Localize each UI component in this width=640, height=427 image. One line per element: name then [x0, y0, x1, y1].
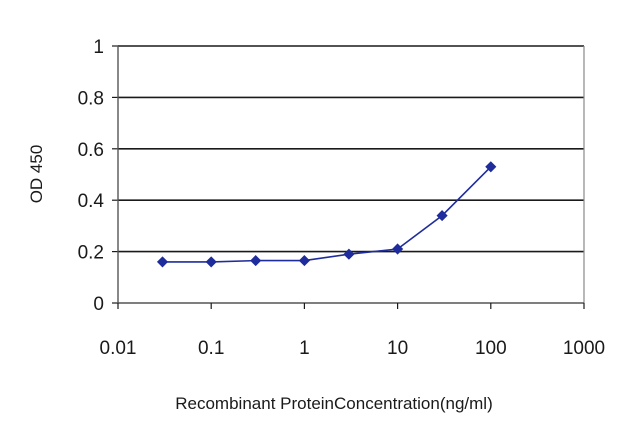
data-point-0-3: [298, 255, 310, 267]
x-tick-label-3: 10: [387, 338, 408, 359]
y-axis-label: OD 450: [27, 145, 46, 204]
data-point-0-1: [205, 256, 217, 268]
y-tick-label-0: 0: [93, 294, 104, 315]
y-tick-label-2: 0.4: [78, 191, 105, 212]
data-point-0-0: [156, 256, 169, 268]
data-point-0-2: [250, 255, 262, 267]
y-axis-tick-labels: 0 0.2 0.4 0.6 0.8 1: [78, 37, 105, 315]
y-tick-label-5: 1: [93, 37, 104, 58]
data-point-0-7: [485, 161, 497, 173]
x-axis-tick-labels: 0.01 0.1 1 10 100 1000: [100, 338, 606, 359]
y-tick-label-3: 0.6: [78, 140, 104, 161]
data-point-0-4: [343, 248, 355, 260]
x-tick-label-2: 1: [299, 338, 310, 359]
y-tick-label-4: 0.8: [78, 88, 104, 109]
x-tick-label-4: 100: [475, 338, 507, 359]
series-line-0: [162, 166, 492, 263]
x-tick-label-1: 0.1: [198, 338, 224, 359]
axes: [112, 45, 585, 309]
x-tick-label-0: 0.01: [100, 338, 137, 359]
series-plot: [156, 161, 497, 268]
x-tick-label-5: 1000: [563, 338, 605, 359]
data-point-0-5: [392, 243, 404, 255]
x-axis-label: Recombinant ProteinConcentration(ng/ml): [175, 394, 493, 413]
data-point-0-6: [436, 210, 448, 222]
gridlines: [118, 45, 584, 253]
y-tick-label-1: 0.2: [78, 243, 104, 264]
